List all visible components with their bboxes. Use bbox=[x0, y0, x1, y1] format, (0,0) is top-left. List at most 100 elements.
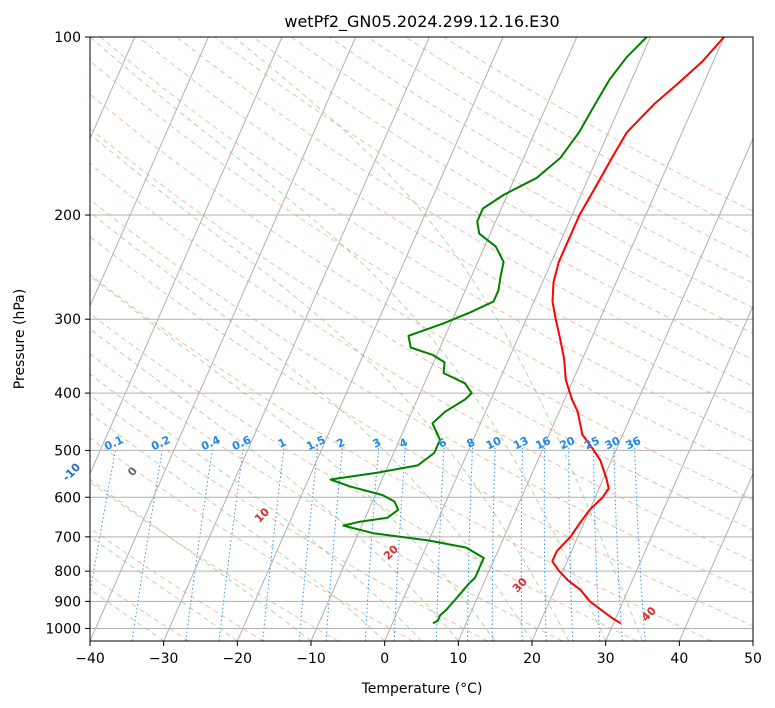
dry-adiabat-line bbox=[328, 37, 753, 284]
dry-adiabat-line bbox=[176, 37, 753, 387]
dry-adiabat-line bbox=[99, 37, 753, 443]
mixing-ratio-line bbox=[613, 447, 623, 641]
mixing-ratio-label: 8 bbox=[465, 436, 477, 451]
isotherm-line bbox=[236, 37, 504, 641]
dry-adiabat-label: 0 bbox=[125, 464, 140, 479]
plot-frame bbox=[89, 36, 754, 642]
mixing-ratio-line bbox=[435, 447, 445, 641]
dry-adiabat-line bbox=[90, 93, 753, 501]
y-tick-label: 800 bbox=[54, 564, 81, 580]
isotherm-line bbox=[310, 37, 578, 641]
y-tick-label: 900 bbox=[54, 594, 81, 610]
moist-adiabat-line bbox=[90, 412, 386, 641]
isoline-labels: 0.10.20.40.611.52346810131620253036-100-… bbox=[60, 433, 659, 624]
mixing-ratio-line bbox=[298, 447, 319, 641]
isotherm-line bbox=[163, 37, 430, 641]
mixing-ratio-line bbox=[491, 447, 496, 641]
x-tick-label: −30 bbox=[149, 651, 179, 667]
profile-line bbox=[551, 37, 725, 625]
x-tick-label: 50 bbox=[744, 651, 762, 667]
isotherm-line bbox=[384, 37, 651, 641]
y-tick-label: 200 bbox=[54, 208, 81, 224]
x-tick-label: 20 bbox=[523, 651, 541, 667]
mixing-ratio-line bbox=[568, 447, 574, 641]
mixing-ratio-label: 25 bbox=[582, 434, 601, 452]
isotherm-line bbox=[90, 37, 283, 475]
mixing-ratio-line bbox=[218, 447, 244, 641]
mixing-ratio-line bbox=[634, 447, 646, 641]
dry-adiabat-line bbox=[90, 574, 190, 641]
mixing-ratio-line bbox=[325, 447, 343, 641]
mixing-ratio-label: 13 bbox=[511, 434, 530, 452]
profile-line bbox=[329, 37, 648, 625]
moist-adiabat-line bbox=[233, 37, 643, 641]
mixing-ratio-label: 36 bbox=[624, 434, 644, 452]
x-tick-label: 10 bbox=[449, 651, 467, 667]
mixing-ratio-label: 16 bbox=[533, 434, 553, 452]
dry-adiabat-line bbox=[90, 527, 264, 641]
x-axis-ticks: −40 −30 −20 −10 0 10 20 30 40 50 bbox=[75, 641, 762, 667]
moist-adiabat-line bbox=[90, 373, 422, 641]
dry-adiabat-line bbox=[252, 37, 753, 335]
dry-adiabat-label: 40 bbox=[639, 604, 659, 624]
profile-lines bbox=[329, 37, 725, 625]
x-tick-label: 30 bbox=[597, 651, 615, 667]
dry-adiabat-line bbox=[90, 235, 753, 627]
moist-adiabat-line bbox=[90, 211, 533, 641]
mixing-ratio-label: 20 bbox=[558, 434, 578, 452]
grid-lines bbox=[0, 37, 753, 641]
mixing-ratio-label: 30 bbox=[603, 434, 623, 452]
isotherm-line bbox=[0, 37, 61, 641]
dry-adiabat-line bbox=[367, 37, 753, 260]
dry-adiabat-line bbox=[138, 37, 753, 415]
moist-adiabat-line bbox=[90, 37, 607, 641]
isotherm-line bbox=[752, 639, 753, 641]
moist-adiabat-line bbox=[90, 535, 238, 641]
y-axis-ticks: 100 200 300 400 500 600 700 800 900 1000 bbox=[45, 30, 90, 637]
dry-adiabat-label: -10 bbox=[60, 460, 83, 483]
moist-adiabat-line bbox=[90, 275, 496, 641]
x-axis-label: Temperature (°C) bbox=[361, 681, 483, 697]
mixing-ratio-label: 3 bbox=[371, 436, 383, 451]
isotherm-line bbox=[457, 37, 725, 641]
dry-adiabat-line bbox=[90, 313, 638, 641]
isotherm-line bbox=[531, 137, 753, 641]
mixing-ratio-line bbox=[593, 447, 601, 641]
dry-adiabat-line bbox=[90, 481, 339, 641]
y-tick-label: 100 bbox=[54, 30, 81, 46]
x-tick-label: −20 bbox=[223, 651, 253, 667]
moist-adiabat-line bbox=[90, 588, 164, 641]
mixing-ratio-line bbox=[393, 447, 406, 641]
mixing-ratio-line bbox=[185, 447, 214, 641]
chart-title: wetPf2_GN05.2024.299.12.16.E30 bbox=[284, 12, 559, 32]
dry-adiabat-line bbox=[90, 394, 488, 641]
moist-adiabat-line bbox=[90, 133, 570, 641]
x-tick-label: 0 bbox=[380, 651, 389, 667]
dry-adiabat-line bbox=[90, 353, 563, 641]
mixing-ratio-label: 4 bbox=[397, 436, 410, 451]
isotherm-line bbox=[90, 37, 209, 308]
y-tick-label: 600 bbox=[54, 490, 81, 506]
x-tick-label: 40 bbox=[670, 651, 688, 667]
y-tick-label: 500 bbox=[54, 443, 81, 459]
y-tick-label: 400 bbox=[54, 386, 81, 402]
mixing-ratio-line bbox=[90, 447, 117, 596]
dry-adiabat-line bbox=[443, 37, 753, 212]
dry-adiabat-label: 30 bbox=[510, 575, 530, 595]
dry-adiabat-line bbox=[90, 127, 753, 531]
y-tick-label: 700 bbox=[54, 530, 81, 546]
isotherm-line bbox=[90, 37, 357, 641]
dry-adiabat-line bbox=[90, 199, 753, 594]
dry-adiabat-label: 10 bbox=[252, 505, 272, 525]
mixing-ratio-line bbox=[520, 447, 523, 641]
moist-adiabat-line bbox=[90, 478, 312, 641]
isotherm-line bbox=[678, 472, 753, 641]
y-axis-label: Pressure (hPa) bbox=[12, 289, 28, 389]
mixing-ratio-label: 1 bbox=[276, 436, 288, 451]
moist-adiabat-line bbox=[90, 328, 459, 641]
dry-adiabat-line bbox=[290, 37, 753, 309]
x-tick-label: −40 bbox=[75, 651, 105, 667]
y-tick-label: 1000 bbox=[45, 621, 81, 637]
y-tick-label: 300 bbox=[54, 312, 81, 328]
